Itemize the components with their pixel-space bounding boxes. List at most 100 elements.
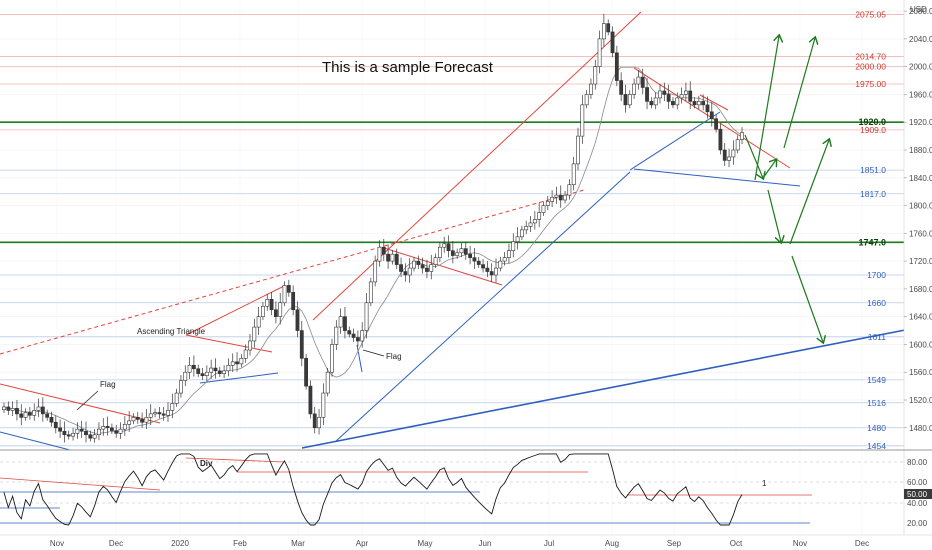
y-tick-label: 1720.00: [909, 257, 932, 266]
candle-body: [541, 205, 546, 213]
candle-body: [109, 427, 114, 431]
x-tick-label: Aug: [605, 539, 619, 548]
candle-body: [291, 292, 296, 311]
candle-body: [416, 260, 421, 265]
candle-body: [727, 156, 731, 161]
y-tick-label: 1640.00: [909, 313, 932, 322]
candle-body: [450, 250, 455, 256]
candle-body: [71, 433, 75, 437]
candle-body: [79, 428, 84, 432]
candle-body: [183, 371, 188, 381]
y-tick-label: 1880.00: [909, 146, 932, 155]
candle-body: [364, 302, 369, 331]
candle-body: [550, 196, 555, 202]
y-tick-label: 2080.00: [909, 7, 932, 16]
x-tick-label: Jul: [544, 539, 554, 548]
candle-body: [403, 271, 408, 276]
candle-body: [286, 285, 291, 293]
candle-body: [735, 139, 740, 151]
y-tick-label: 1600.00: [909, 340, 932, 349]
candle-body: [92, 434, 97, 439]
blue-level-label: 1660: [867, 298, 886, 308]
candle-body: [269, 299, 274, 311]
red-trendline-main: [312, 11, 642, 321]
candle-body: [351, 333, 356, 338]
candle-body: [53, 421, 58, 429]
candle-body: [19, 413, 24, 418]
candle-body: [606, 23, 611, 33]
label-flag-apr: Flag: [386, 352, 402, 361]
candle-body: [312, 413, 317, 429]
candle-body: [355, 337, 360, 342]
candle-body: [468, 253, 473, 258]
candle-body: [45, 413, 50, 418]
candle-body: [187, 364, 192, 373]
candle-body: [649, 101, 654, 106]
candle-body: [679, 94, 684, 99]
candle-body: [191, 364, 196, 370]
candle-body: [122, 424, 127, 430]
red-level-label: 2014.70: [855, 51, 886, 61]
candle-body: [701, 101, 706, 106]
candle-body: [321, 392, 326, 418]
candle-body: [27, 412, 32, 416]
candle-body: [153, 412, 157, 415]
candle-body: [10, 408, 15, 411]
label-one: 1: [762, 479, 767, 488]
y-tick-label: 1560.00: [909, 368, 932, 377]
candle-body: [502, 257, 507, 262]
candle-body: [157, 412, 162, 415]
candle-body: [537, 212, 542, 220]
candle-body: [58, 427, 63, 432]
blue-rising-trendline: [334, 171, 631, 443]
red-level-label: 2075.05: [855, 10, 886, 20]
candle-body: [645, 87, 649, 102]
chart-title: This is a sample Forecast: [322, 59, 494, 76]
candle-body: [714, 118, 719, 130]
candle-body: [481, 264, 485, 269]
candle-body: [49, 417, 54, 423]
y-tick-label: 1920.00: [909, 118, 932, 127]
x-tick-label: Mar: [291, 539, 305, 548]
candle-body: [377, 246, 382, 262]
candle-body: [209, 367, 214, 373]
x-tick-label: Oct: [730, 539, 743, 548]
candle-body: [166, 410, 170, 416]
y-tick-label: 2000.00: [909, 63, 932, 72]
candle-body: [671, 101, 675, 106]
y-tick-label: 1800.00: [909, 202, 932, 211]
candle-body: [174, 392, 179, 404]
candle-body: [636, 76, 641, 85]
candle-body: [662, 90, 667, 95]
rsi-tick-40: 40.00: [907, 499, 928, 508]
trendline-drawings: [0, 11, 906, 451]
candle-body: [36, 406, 41, 411]
candle-body: [243, 349, 248, 359]
candle-body: [476, 260, 481, 265]
candle-body: [343, 316, 347, 331]
candle-body: [213, 367, 218, 372]
x-tick-label: Apr: [356, 539, 369, 548]
red-falling-mid: [383, 247, 503, 286]
candle-body: [127, 420, 132, 425]
candle-body: [563, 194, 567, 201]
triangle-bottom: [185, 334, 273, 353]
candle-body: [256, 316, 261, 328]
green-level-label: 1747.0: [858, 237, 886, 247]
x-tick-label: May: [417, 539, 432, 548]
x-tick-label: Sep: [667, 539, 682, 548]
candle-body: [412, 260, 416, 269]
candle-body: [334, 326, 339, 345]
candle-body: [40, 406, 45, 415]
label-div: Div: [200, 459, 213, 468]
forecast-path-d: [762, 160, 776, 179]
y-tick-label: 1680.00: [909, 285, 932, 294]
forecast-arrows: [744, 36, 829, 342]
blue-level-label: 1817.0: [860, 189, 886, 199]
candle-body: [597, 38, 602, 67]
flag-left-blue: [0, 431, 71, 451]
y-tick-label: 2040.00: [909, 35, 932, 44]
rsi-line: [3, 453, 743, 526]
candle-body: [627, 94, 632, 106]
